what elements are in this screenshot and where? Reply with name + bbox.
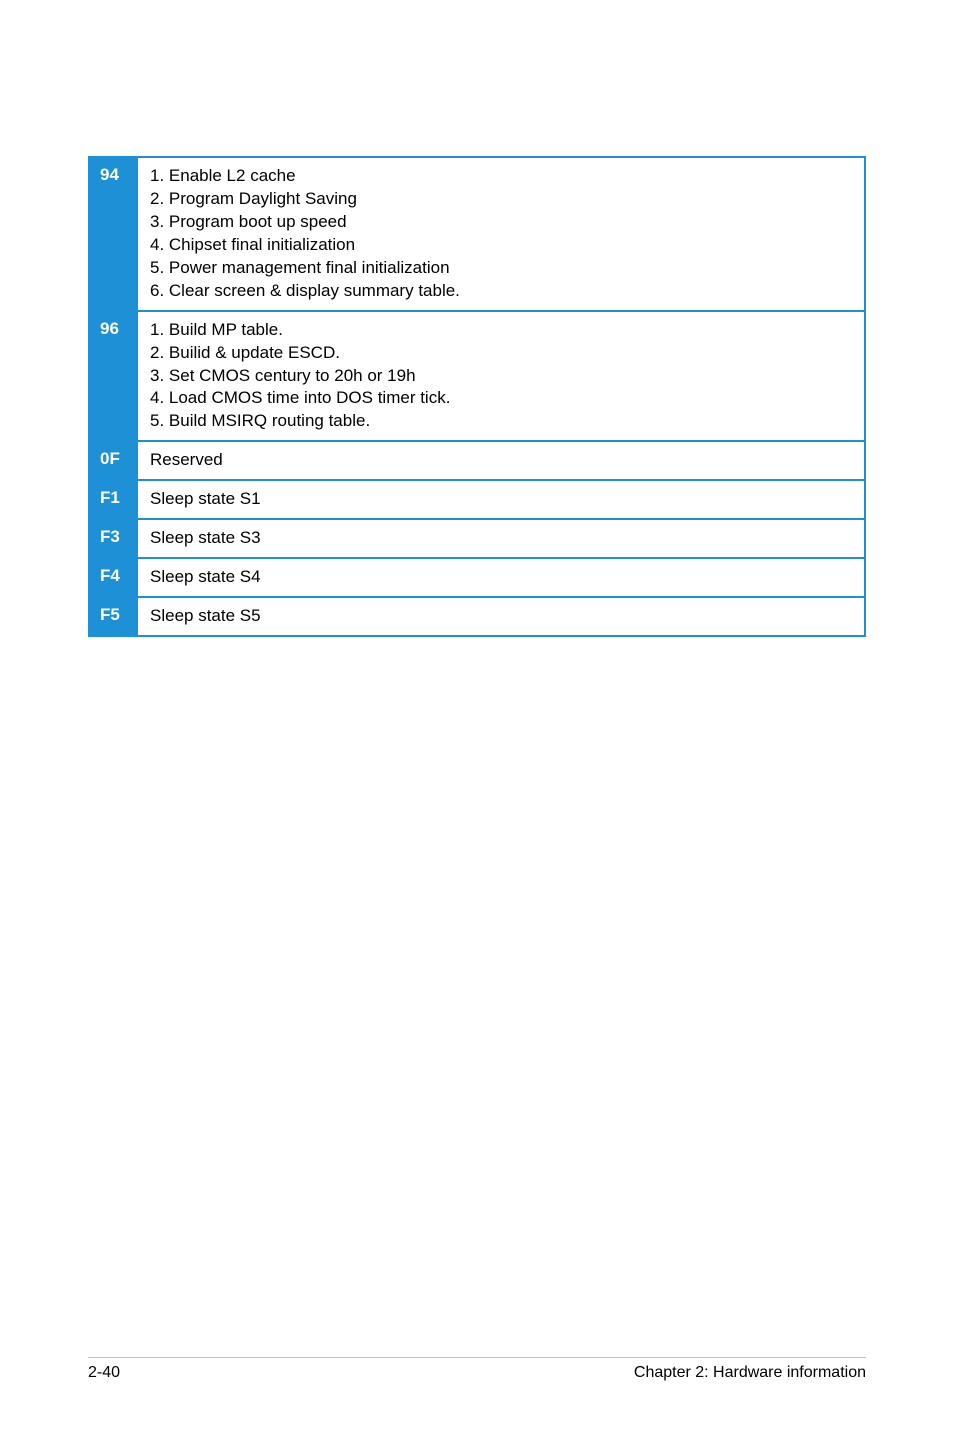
table-row: F1Sleep state S1 [90,479,864,518]
post-code-description: Sleep state S4 [138,557,864,596]
post-code: F1 [90,479,138,518]
post-code: 94 [90,158,138,310]
table-row: 0FReserved [90,440,864,479]
post-code-description: 1. Enable L2 cache 2. Program Daylight S… [138,158,864,310]
post-code-description: Sleep state S5 [138,596,864,635]
table-row: F4Sleep state S4 [90,557,864,596]
post-code-description: 1. Build MP table. 2. Builid & update ES… [138,310,864,441]
table-row: 961. Build MP table. 2. Builid & update … [90,310,864,441]
post-code: 96 [90,310,138,441]
post-code-description: Sleep state S3 [138,518,864,557]
table-row: F3Sleep state S3 [90,518,864,557]
post-code: F4 [90,557,138,596]
post-code-description: Sleep state S1 [138,479,864,518]
post-code: F5 [90,596,138,635]
post-codes-table: 941. Enable L2 cache 2. Program Daylight… [88,156,866,637]
table-row: 941. Enable L2 cache 2. Program Daylight… [90,158,864,310]
page-footer: 2-40 Chapter 2: Hardware information [88,1357,866,1382]
post-codes-tbody: 941. Enable L2 cache 2. Program Daylight… [90,158,864,635]
post-code-description: Reserved [138,440,864,479]
table-row: F5Sleep state S5 [90,596,864,635]
post-code: 0F [90,440,138,479]
footer-page-number: 2-40 [88,1364,120,1382]
post-code: F3 [90,518,138,557]
footer-chapter-title: Chapter 2: Hardware information [634,1364,866,1382]
